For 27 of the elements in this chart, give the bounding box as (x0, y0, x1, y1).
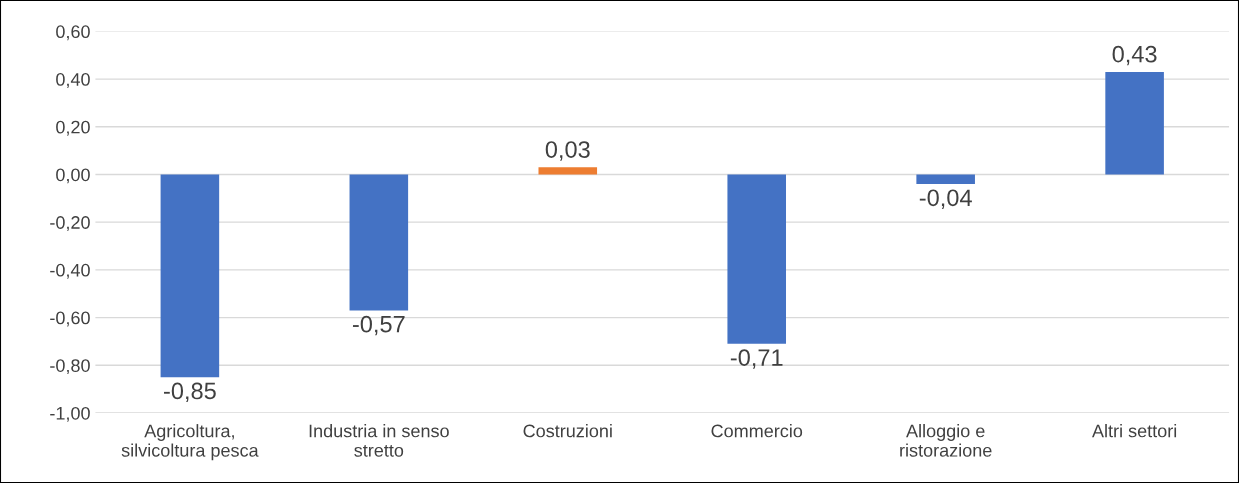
x-tick-label: Costruzioni (523, 424, 612, 438)
data-label: -0,57 (352, 315, 405, 336)
y-tick-label: -0,40 (50, 263, 90, 279)
x-tick-label: Agricoltura, silvicoltura pesca (121, 424, 259, 461)
y-tick-label: -1,00 (50, 406, 90, 422)
y-tick-label: 0,00 (56, 168, 90, 184)
y-tick-label: 0,20 (56, 120, 90, 136)
x-tick-label: Commercio (711, 424, 803, 438)
data-label: 0,43 (1112, 45, 1157, 66)
bar (160, 174, 220, 378)
bar (1105, 71, 1164, 175)
x-tick-label: Alloggio e ristorazione (900, 424, 992, 457)
bar (727, 174, 787, 344)
bar (349, 174, 409, 311)
data-label: -0,04 (919, 189, 972, 209)
bar (538, 167, 598, 175)
bar (916, 174, 975, 185)
data-label: -0,71 (730, 349, 783, 369)
y-tick-label: 0,60 (56, 25, 90, 41)
data-label: 0,03 (545, 141, 590, 161)
y-tick-label: -0,80 (50, 359, 90, 375)
x-tick-label: Altri settori (1092, 424, 1177, 438)
y-tick-label: -0,60 (50, 311, 90, 327)
y-tick-label: -0,20 (50, 216, 90, 232)
data-label: -0,85 (164, 382, 216, 403)
y-tick-label: 0,40 (56, 73, 90, 88)
x-tick-label: Industria in senso stretto (309, 424, 449, 457)
